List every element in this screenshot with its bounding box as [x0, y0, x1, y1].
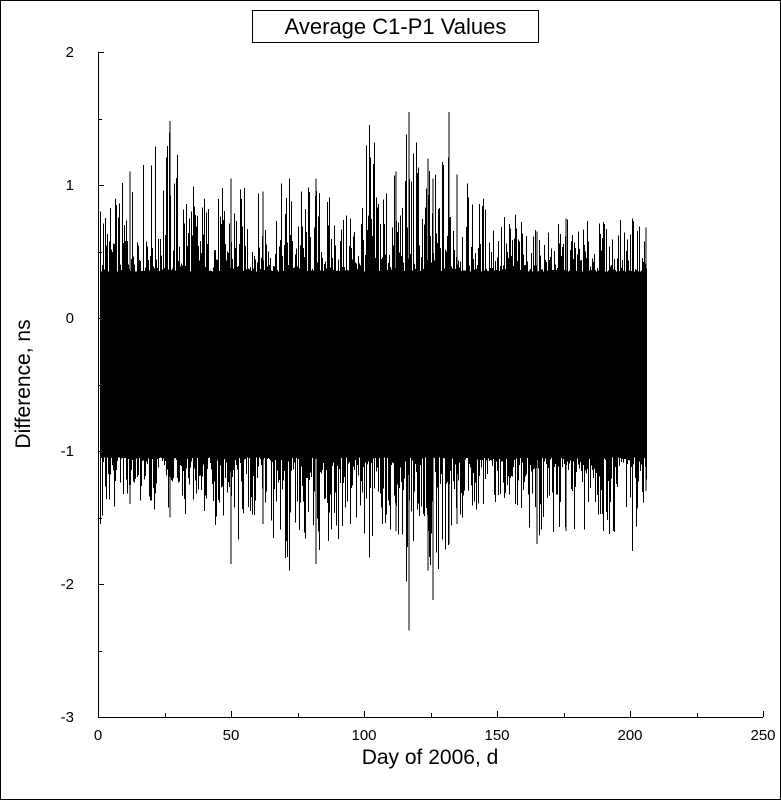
y-tick-label: 0: [66, 310, 74, 327]
y-tick-labels: 2 1 0 -1 -2 -3: [61, 44, 74, 726]
y-axis-label: Difference, ns: [12, 319, 35, 448]
x-tick-label: 150: [484, 727, 509, 744]
x-tick-label: 50: [223, 727, 240, 744]
x-axis-ticks: [98, 711, 764, 717]
y-tick-label: -3: [61, 709, 74, 726]
x-tick-label: 200: [617, 727, 642, 744]
y-tick-label: 2: [66, 44, 74, 61]
x-tick-label: 250: [750, 727, 775, 744]
x-tick-label: 0: [94, 727, 102, 744]
y-tick-label: -2: [61, 576, 74, 593]
x-tick-label: 100: [351, 727, 376, 744]
y-tick-label: -1: [61, 443, 74, 460]
y-axis-ticks: [98, 52, 104, 718]
data-series: [100, 111, 647, 631]
chart-title: Average C1-P1 Values: [285, 14, 507, 39]
y-tick-label: 1: [66, 177, 74, 194]
chart-title-group: Average C1-P1 Values: [252, 10, 539, 43]
x-tick-labels: 0 50 100 150 200 250: [94, 727, 776, 744]
plot-area: 2 1 0 -1 -2 -3 0 50 100 150 200 250 Day …: [12, 10, 776, 769]
chart-title-box: [252, 10, 539, 43]
x-axis-label: Day of 2006, d: [362, 746, 499, 769]
